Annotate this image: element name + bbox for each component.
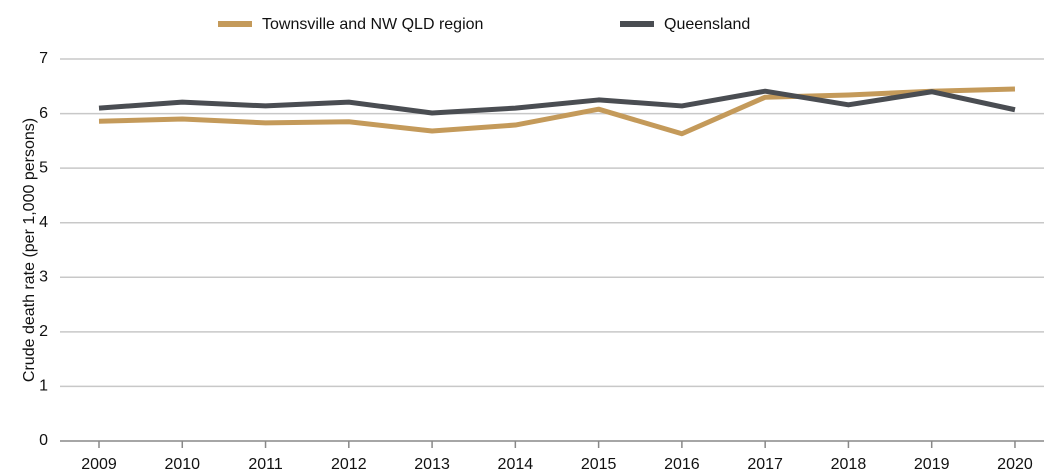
- y-axis-label: Crude death rate (per 1,000 persons): [21, 118, 38, 382]
- y-tick-label: 5: [39, 159, 48, 176]
- y-tick-label: 7: [39, 50, 48, 67]
- x-tick-label: 2015: [581, 456, 617, 472]
- y-tick-label: 4: [39, 214, 48, 231]
- x-tick-label: 2011: [248, 456, 283, 472]
- x-tick-label: 2018: [831, 456, 867, 472]
- x-tick-label: 2017: [747, 456, 783, 472]
- x-tick-label: 2019: [914, 456, 950, 472]
- y-tick-label: 6: [39, 105, 48, 122]
- legend-label: Townsville and NW QLD region: [262, 16, 483, 33]
- x-tick-label: 2012: [331, 456, 367, 472]
- legend-label: Queensland: [664, 16, 750, 33]
- y-tick-label: 3: [39, 269, 48, 286]
- y-tick-label: 1: [39, 378, 48, 395]
- x-tick-label: 2016: [664, 456, 700, 472]
- x-tick-label: 2020: [997, 456, 1033, 472]
- x-tick-label: 2009: [81, 456, 117, 472]
- series-line: [98, 86, 1016, 137]
- y-tick-label: 2: [39, 323, 48, 340]
- x-tick-label: 2010: [164, 456, 200, 472]
- x-tick-label: 2013: [414, 456, 450, 472]
- series-line: [98, 88, 1016, 116]
- x-tick-label: 2014: [498, 456, 534, 472]
- y-tick-label: 0: [39, 432, 48, 449]
